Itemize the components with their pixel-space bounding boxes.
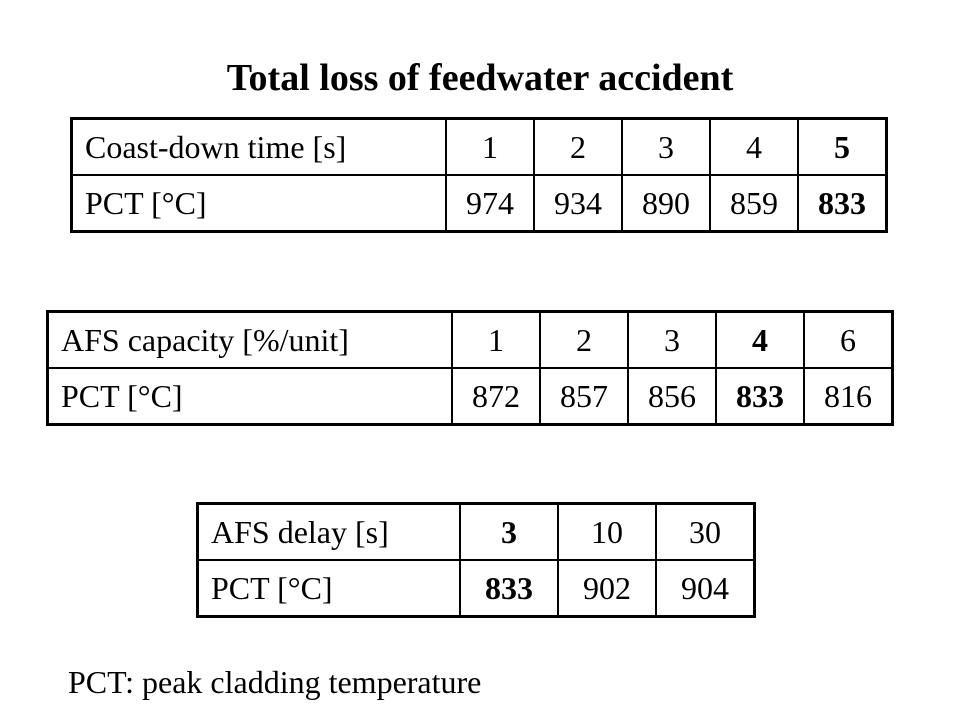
slide-title: Total loss of feedwater accident [226, 57, 734, 99]
row-header-label: AFS delay [s] [196, 502, 461, 561]
footnote: PCT: peak cladding temperature [68, 664, 482, 700]
pct-cell: 890 [621, 174, 711, 233]
param-cell: 1 [445, 117, 535, 176]
coast-down-table: Coast-down time [s] 1 2 3 4 5 PCT [°C] 9… [70, 117, 888, 233]
pct-cell: 856 [627, 367, 717, 426]
pct-cell: 974 [445, 174, 535, 233]
table-row: PCT [°C] 872 857 856 833 816 [46, 367, 894, 426]
param-cell: 2 [533, 117, 623, 176]
pct-cell: 872 [451, 367, 541, 426]
param-cell: 6 [803, 310, 894, 369]
pct-cell-selected: 833 [797, 174, 888, 233]
param-cell-selected: 4 [715, 310, 805, 369]
pct-cell: 816 [803, 367, 894, 426]
table-row: PCT [°C] 974 934 890 859 833 [70, 174, 888, 233]
afs-delay-table: AFS delay [s] 3 10 30 PCT [°C] 833 902 9… [196, 502, 756, 618]
param-cell: 1 [451, 310, 541, 369]
pct-cell-selected: 833 [715, 367, 805, 426]
param-cell: 3 [621, 117, 711, 176]
param-cell: 3 [627, 310, 717, 369]
afs-capacity-table: AFS capacity [%/unit] 1 2 3 4 6 PCT [°C]… [46, 310, 894, 426]
param-cell: 10 [557, 502, 657, 561]
table-header-row: AFS delay [s] 3 10 30 [196, 502, 756, 561]
row-label: PCT [°C] [196, 559, 461, 618]
row-label: PCT [°C] [70, 174, 447, 233]
table-header-row: Coast-down time [s] 1 2 3 4 5 [70, 117, 888, 176]
param-cell: 2 [539, 310, 629, 369]
pct-cell: 902 [557, 559, 657, 618]
row-header-label: AFS capacity [%/unit] [46, 310, 453, 369]
param-cell: 4 [709, 117, 799, 176]
param-cell-selected: 3 [459, 502, 559, 561]
row-header-label: Coast-down time [s] [70, 117, 447, 176]
param-cell-selected: 5 [797, 117, 888, 176]
table-header-row: AFS capacity [%/unit] 1 2 3 4 6 [46, 310, 894, 369]
param-cell: 30 [655, 502, 756, 561]
row-label: PCT [°C] [46, 367, 453, 426]
pct-cell: 934 [533, 174, 623, 233]
pct-cell-selected: 833 [459, 559, 559, 618]
pct-cell: 857 [539, 367, 629, 426]
table-row: PCT [°C] 833 902 904 [196, 559, 756, 618]
pct-cell: 859 [709, 174, 799, 233]
pct-cell: 904 [655, 559, 756, 618]
